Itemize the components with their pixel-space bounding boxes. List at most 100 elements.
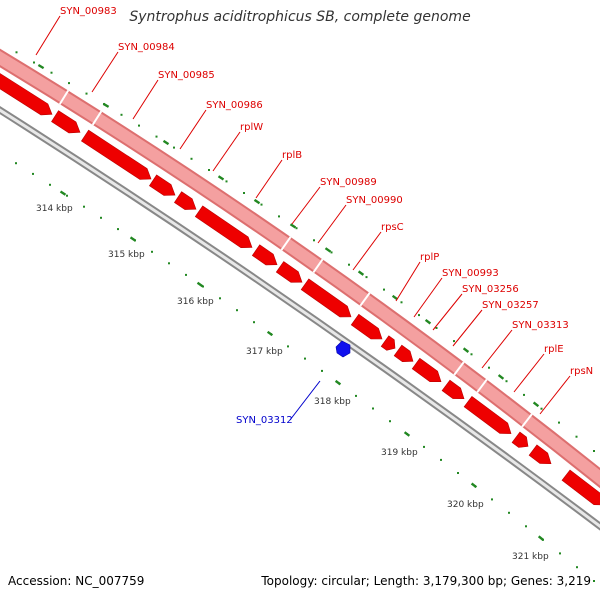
- ruler-label: 316 kbp: [177, 297, 214, 307]
- outer-tick: [505, 380, 508, 383]
- outer-tick: [330, 251, 333, 254]
- gene-label[interactable]: SYN_03257: [482, 300, 539, 311]
- outer-tick: [85, 92, 88, 95]
- outer-tick: [33, 61, 35, 64]
- forward-gene-arrow[interactable]: [463, 395, 512, 434]
- gene-label[interactable]: SYN_00990: [346, 195, 403, 206]
- ruler-tick: [389, 420, 391, 423]
- ruler-tick: [491, 498, 493, 501]
- ruler-tick: [525, 525, 527, 528]
- gene-label-leader: [35, 15, 61, 56]
- forward-gene-arrow[interactable]: [275, 261, 303, 283]
- ruler-tick: [236, 309, 238, 312]
- ruler-label: 315 kbp: [108, 250, 145, 260]
- gene-label-leader: [539, 375, 571, 415]
- forward-gene-arrow[interactable]: [300, 278, 352, 318]
- reverse-gene-arrow[interactable]: [335, 340, 351, 358]
- genome-backbone: [0, 106, 600, 531]
- outer-tick: [225, 180, 228, 183]
- outer-tick: [15, 51, 18, 54]
- band-gap: [91, 110, 103, 126]
- gene-label[interactable]: SYN_03313: [512, 320, 569, 331]
- gene-label[interactable]: rpsC: [381, 222, 404, 233]
- gene-label-leader-reverse: [289, 380, 321, 421]
- ruler-tick: [287, 345, 289, 348]
- forward-gene-arrow[interactable]: [173, 191, 197, 210]
- gene-label-leader: [395, 261, 421, 302]
- outer-tick-major: [162, 139, 170, 146]
- ruler-label: 319 kbp: [381, 448, 418, 458]
- outer-tick: [68, 82, 70, 85]
- gene-label[interactable]: rplP: [420, 252, 439, 263]
- outer-tick: [138, 124, 140, 127]
- ruler-tick-major: [334, 379, 342, 386]
- gene-label-leader: [452, 309, 483, 347]
- ruler-tick: [49, 183, 51, 186]
- gene-label[interactable]: SYN_00984: [118, 42, 175, 53]
- outer-tick-major: [289, 223, 297, 229]
- outer-tick: [50, 71, 53, 74]
- outer-tick: [260, 203, 263, 206]
- feature-band: [0, 48, 600, 489]
- forward-gene-arrow[interactable]: [148, 174, 176, 196]
- gene-label[interactable]: rpsN: [570, 366, 593, 377]
- gene-label[interactable]: SYN_03256: [462, 284, 519, 295]
- outer-tick-major: [324, 247, 332, 253]
- gene-label[interactable]: SYN_00983: [60, 6, 117, 17]
- outer-tick: [120, 113, 123, 116]
- band-gap: [476, 378, 488, 393]
- forward-gene-arrow[interactable]: [528, 444, 552, 465]
- ruler-tick: [559, 552, 561, 555]
- gene-label[interactable]: SYN_00993: [442, 268, 499, 279]
- ruler-tick: [185, 273, 187, 276]
- outer-tick-major: [462, 347, 470, 353]
- gene-labels: SYN_00983 SYN_00984 SYN_00985 SYN_00986 …: [35, 6, 593, 426]
- forward-gene-arrow[interactable]: [441, 379, 465, 400]
- forward-gene-arrow[interactable]: [393, 344, 414, 363]
- ruler-tick-major: [537, 535, 545, 542]
- ruler-label: 320 kbp: [447, 500, 484, 510]
- forward-gene-arrow[interactable]: [251, 244, 278, 266]
- gene-label[interactable]: SYN_00985: [158, 70, 215, 81]
- outer-tick: [453, 340, 455, 343]
- accession-text: Accession: NC_007759: [8, 574, 145, 588]
- outer-tick: [523, 393, 525, 396]
- topology-text: Topology: circular; Length: 3,179,300 bp…: [261, 574, 591, 588]
- gene-label[interactable]: rplW: [240, 122, 263, 133]
- gene-label[interactable]: rplB: [282, 150, 302, 161]
- ruler-tick-major: [59, 190, 67, 196]
- band-gap: [58, 89, 70, 105]
- forward-gene-arrow[interactable]: [194, 205, 253, 249]
- ruler-tick: [168, 262, 170, 265]
- outer-tick-major: [357, 270, 365, 276]
- band-gap: [453, 361, 465, 376]
- outer-tick: [208, 169, 210, 171]
- forward-gene-arrow[interactable]: [51, 110, 81, 134]
- forward-gene-arrow[interactable]: [561, 469, 600, 506]
- outer-tick: [540, 407, 543, 410]
- ruler-tick: [423, 445, 425, 448]
- ruler-tick: [15, 162, 17, 165]
- outer-tick-major: [253, 198, 261, 205]
- gene-label-leader: [212, 131, 241, 172]
- forward-gene-arrow[interactable]: [380, 335, 396, 351]
- gene-label[interactable]: SYN_00989: [320, 177, 377, 188]
- ruler-label: 314 kbp: [36, 204, 73, 214]
- gene-label-leader: [481, 329, 513, 369]
- gene-label-leader: [317, 204, 347, 244]
- ruler-label: 321 kbp: [512, 552, 549, 562]
- forward-gene-arrow[interactable]: [511, 431, 529, 448]
- gene-label-reverse[interactable]: SYN_03312: [236, 415, 293, 426]
- forward-gene-arrow[interactable]: [411, 357, 442, 383]
- gene-label-leader: [432, 293, 463, 331]
- gene-label[interactable]: SYN_00986: [206, 100, 263, 111]
- forward-gene-arrow[interactable]: [0, 73, 53, 116]
- gene-label-leader: [179, 109, 207, 150]
- gene-label[interactable]: rplE: [544, 344, 564, 355]
- forward-gene-arrow[interactable]: [350, 313, 383, 340]
- genome-title: Syntrophus aciditrophicus SB, complete g…: [129, 9, 471, 25]
- outer-tick: [383, 288, 385, 291]
- forward-gene-arrow[interactable]: [80, 129, 152, 180]
- gene-label-leader: [255, 159, 283, 199]
- ruler-tick: [151, 250, 153, 253]
